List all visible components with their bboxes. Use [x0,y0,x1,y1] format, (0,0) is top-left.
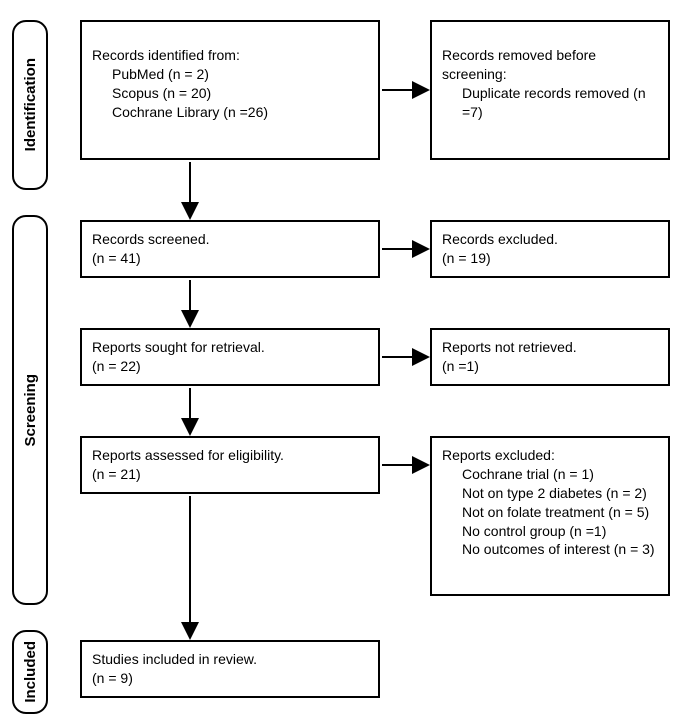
node-records-screened: Records screened. (n = 41) [80,220,380,278]
flowchart-canvas: Identification Screening Included Record… [0,0,685,724]
phase-screening: Screening [12,215,48,605]
node-studies-included: Studies included in review. (n = 9) [80,640,380,698]
node-line: Records screened. [92,230,368,249]
node-line: Reports sought for retrieval. [92,338,368,357]
node-line: (n =1) [442,357,658,376]
node-line: PubMed (n = 2) [92,65,368,84]
node-line: Reports not retrieved. [442,338,658,357]
node-line: (n = 41) [92,249,368,268]
phase-label: Identification [22,58,39,151]
node-records-identified: Records identified from: PubMed (n = 2) … [80,20,380,160]
node-line: Studies included in review. [92,650,368,669]
node-line: Cochrane Library (n =26) [92,103,368,122]
node-header: Reports excluded: [442,446,658,465]
node-line: Duplicate records removed (n =7) [442,84,658,122]
node-reports-excluded-eligibility: Reports excluded: Cochrane trial (n = 1)… [430,436,670,596]
node-removed-before-screening: Records removed before screening: Duplic… [430,20,670,160]
node-line: Reports assessed for eligibility. [92,446,368,465]
node-line: Scopus (n = 20) [92,84,368,103]
phase-identification: Identification [12,20,48,190]
node-line: No outcomes of interest (n = 3) [442,540,658,559]
node-reports-sought: Reports sought for retrieval. (n = 22) [80,328,380,386]
node-reports-not-retrieved: Reports not retrieved. (n =1) [430,328,670,386]
node-line: Not on folate treatment (n = 5) [442,503,658,522]
node-line: (n = 21) [92,465,368,484]
node-line: (n = 9) [92,669,368,688]
node-line: No control group (n =1) [442,522,658,541]
node-reports-assessed: Reports assessed for eligibility. (n = 2… [80,436,380,494]
node-line: Cochrane trial (n = 1) [442,465,658,484]
phase-label: Included [22,641,39,703]
node-line: (n = 22) [92,357,368,376]
phase-label: Screening [22,374,39,447]
node-line: Not on type 2 diabetes (n = 2) [442,484,658,503]
node-header: Records removed before screening: [442,46,658,84]
phase-included: Included [12,630,48,714]
node-header: Records identified from: [92,46,368,65]
node-records-excluded: Records excluded. (n = 19) [430,220,670,278]
node-line: (n = 19) [442,249,658,268]
node-line: Records excluded. [442,230,658,249]
